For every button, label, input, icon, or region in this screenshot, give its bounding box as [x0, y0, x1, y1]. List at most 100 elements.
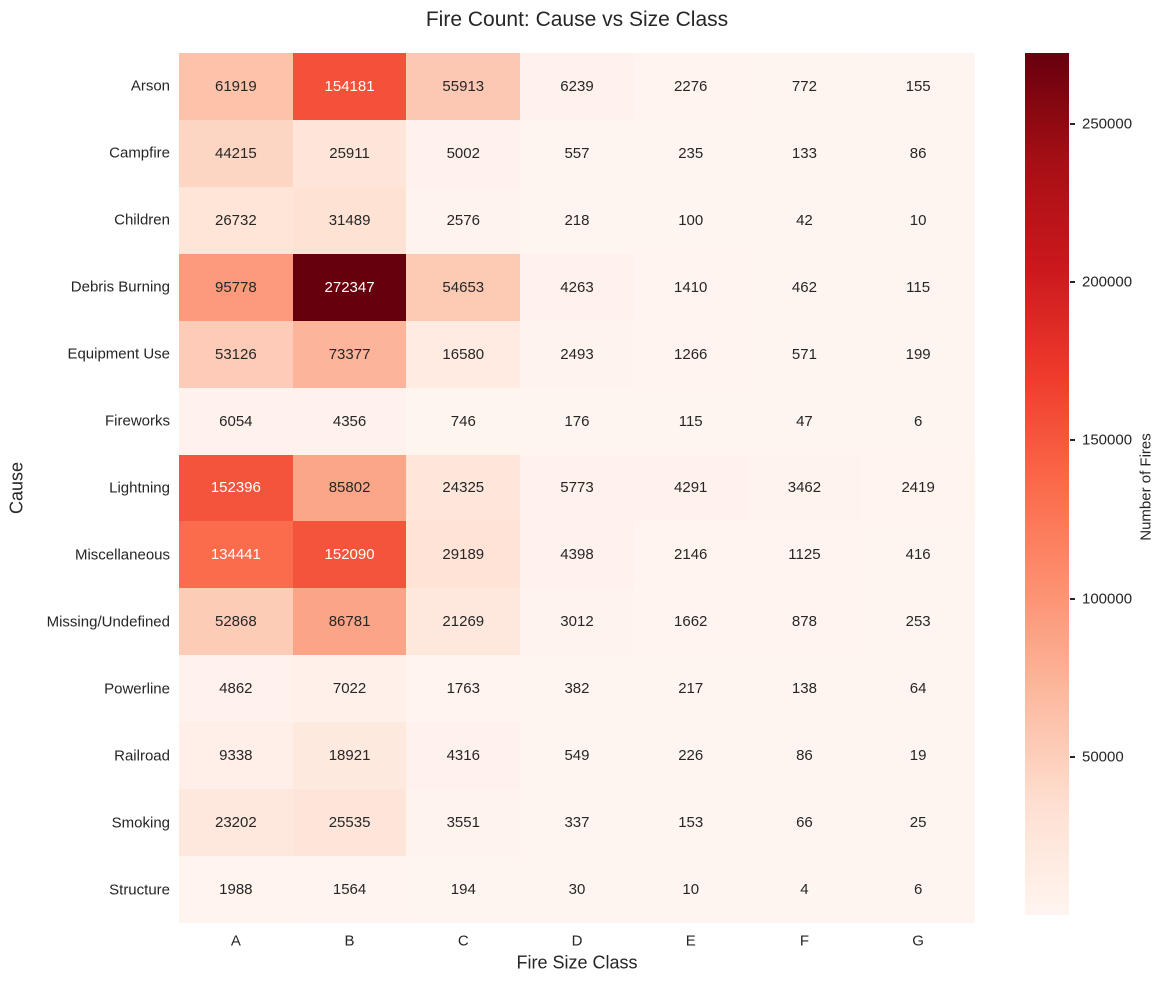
colorbar-tick-mark: [1070, 755, 1075, 758]
cell-value: 5773: [560, 479, 594, 497]
heatmap-cell-Powerline-C: 1763: [406, 655, 521, 723]
cell-value: 2146: [674, 546, 708, 564]
heatmap-cell-Arson-D: 6239: [520, 53, 634, 120]
cell-value: 1125: [788, 546, 821, 564]
cell-value: 7022: [332, 680, 367, 698]
y-axis-label: Cause: [6, 461, 27, 515]
heatmap-cell-Structure-F: 4: [747, 856, 862, 923]
heatmap-cell-Powerline-B: 7022: [292, 655, 407, 723]
y-tick-Railroad: Railroad: [114, 747, 170, 765]
heatmap-cell-Structure-C: 194: [406, 856, 521, 923]
heatmap-cell-Arson-B: 154181: [292, 53, 407, 120]
y-tick-Structure: Structure: [109, 881, 170, 899]
heatmap-cell-Structure-E: 10: [633, 856, 748, 923]
heatmap-cell-Miscellaneous-G: 416: [861, 521, 975, 589]
heatmap-cell-Powerline-E: 217: [633, 655, 748, 723]
colorbar: 50000 100000 150000 200000 250000 Number of …: [1025, 53, 1164, 915]
cell-value: 878: [791, 613, 817, 631]
cell-value: 115: [678, 412, 703, 430]
cell-value: 25: [909, 814, 927, 832]
heatmap-cell-Arson-C: 55913: [406, 53, 521, 120]
heatmap-cell-Lightning-C: 24325: [406, 454, 521, 522]
cell-value: 66: [796, 814, 813, 832]
heatmap-cell-Lightning-E: 4291: [633, 454, 748, 522]
heatmap-cell-Missing/Undefined-C: 21269: [406, 588, 521, 656]
heatmap-cell-Railroad-A: 9338: [179, 722, 293, 790]
cell-value: 235: [678, 144, 704, 162]
cell-value: 549: [564, 747, 590, 765]
cell-value: 571: [791, 345, 817, 363]
cell-value: 3551: [446, 814, 480, 832]
heatmap-cell-Equipment Use-B: 73377: [292, 320, 407, 388]
cell-value: 1410: [674, 278, 708, 296]
cell-value: 194: [450, 881, 476, 899]
cell-value: 95778: [214, 278, 257, 296]
y-tick-Smoking: Smoking: [111, 814, 170, 832]
y-tick-Missing/Undefined: Missing/Undefined: [46, 613, 170, 631]
heatmap-cell-Equipment Use-D: 2493: [520, 320, 634, 388]
cell-value: 6239: [560, 77, 594, 95]
cell-value: 10: [909, 211, 927, 229]
cell-value: 217: [678, 680, 704, 698]
colorbar-tick-mark: [1070, 597, 1075, 600]
cell-value: 1564: [332, 881, 367, 899]
heatmap-cell-Arson-G: 155: [861, 53, 975, 120]
colorbar-tick-label: 200000: [1082, 273, 1133, 291]
heatmap-cell-Powerline-F: 138: [747, 655, 862, 723]
cell-value: 3462: [787, 479, 822, 497]
cell-value: 52868: [214, 613, 257, 631]
cell-value: 133: [791, 144, 817, 162]
cell-value: 29189: [442, 546, 485, 564]
heatmap-cell-Campfire-G: 86: [861, 119, 975, 187]
heatmap-cell-Structure-D: 30: [520, 856, 634, 923]
heatmap-cell-Railroad-F: 86: [747, 722, 862, 790]
x-tick-C: C: [457, 932, 469, 950]
cell-value: 272347: [324, 278, 375, 296]
cell-value: 154181: [324, 77, 375, 95]
heatmap-cell-Debris Burning-B: 272347: [292, 253, 407, 321]
cell-value: 4398: [560, 546, 594, 564]
colorbar-tick-label: 150000: [1082, 431, 1133, 449]
heatmap-cell-Railroad-G: 19: [861, 722, 975, 790]
x-axis-label: Fire Size Class: [516, 952, 638, 973]
x-tick-G: G: [912, 932, 924, 950]
cell-value: 1763: [446, 680, 480, 698]
cell-value: 1988: [219, 881, 253, 899]
colorbar-tick-mark: [1070, 280, 1075, 283]
cell-value: 64: [909, 680, 927, 698]
colorbar-tick-label: 100000: [1082, 590, 1133, 607]
cell-value: 86: [796, 747, 813, 765]
heatmap-cell-Lightning-B: 85802: [292, 454, 407, 522]
heatmap-grid: 61919 154181 55913 6239 2276 772 155 44215 25911…: [179, 53, 975, 923]
heatmap-cell-Equipment Use-F: 571: [747, 320, 862, 388]
heatmap-cell-Railroad-B: 18921: [292, 722, 407, 790]
heatmap-cell-Lightning-D: 5773: [520, 454, 634, 522]
heatmap-cell-Debris Burning-D: 4263: [520, 253, 634, 321]
cell-value: 176: [564, 412, 590, 430]
heatmap-cell-Debris Burning-F: 462: [747, 253, 862, 321]
heatmap-cell-Fireworks-D: 176: [520, 387, 634, 455]
cell-value: 54653: [442, 278, 485, 296]
heatmap-cell-Fireworks-E: 115: [633, 387, 748, 455]
cell-value: 6: [913, 881, 923, 899]
heatmap-cell-Miscellaneous-D: 4398: [520, 521, 634, 589]
heatmap-cell-Equipment Use-A: 53126: [179, 320, 293, 388]
heatmap-cell-Missing/Undefined-D: 3012: [520, 588, 634, 656]
cell-value: 226: [678, 747, 704, 765]
heatmap-cell-Miscellaneous-B: 152090: [292, 521, 407, 589]
cell-value: 21269: [442, 613, 485, 631]
cell-value: 115: [906, 278, 931, 296]
heatmap-cell-Equipment Use-G: 199: [861, 320, 975, 388]
heatmap-cell-Fireworks-A: 6054: [179, 387, 293, 455]
cell-value: 24325: [442, 479, 485, 497]
heatmap-cell-Railroad-E: 226: [633, 722, 748, 790]
heatmap-cell-Missing/Undefined-E: 1662: [633, 588, 748, 656]
cell-value: 61919: [214, 77, 257, 95]
y-tick-Fireworks: Fireworks: [104, 412, 170, 430]
cell-value: 772: [791, 77, 817, 95]
chart-title: Fire Count: Cause vs Size Class: [425, 8, 729, 31]
heatmap-cell-Lightning-A: 152396: [179, 454, 293, 522]
heatmap-cell-Missing/Undefined-G: 253: [861, 588, 975, 656]
heatmap-cell-Arson-A: 61919: [179, 53, 293, 120]
